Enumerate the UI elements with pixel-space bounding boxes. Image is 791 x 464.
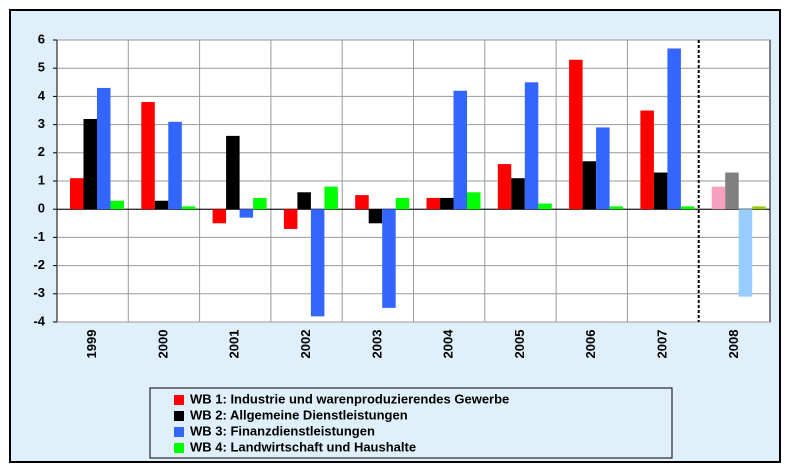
- bar: [283, 209, 298, 229]
- bar: [440, 197, 454, 210]
- legend-swatch: [174, 427, 184, 437]
- bar: [524, 82, 539, 210]
- bar: [640, 110, 654, 210]
- legend-swatch: [174, 411, 184, 421]
- x-tick-label: 2002: [298, 330, 313, 359]
- bar: [324, 186, 338, 210]
- bar: [70, 178, 84, 210]
- legend-label: WB 1: Industrie und warenproduzierendes …: [190, 391, 509, 406]
- bar: [467, 192, 481, 210]
- bar: [382, 209, 396, 308]
- x-tick-label: 2006: [583, 330, 598, 359]
- y-tick-label: 0: [38, 201, 45, 216]
- y-tick-label: 2: [38, 144, 45, 159]
- bar: [141, 102, 155, 210]
- bar: [239, 209, 254, 218]
- bar: [110, 200, 124, 210]
- bar: [653, 172, 668, 210]
- legend-swatch: [174, 395, 184, 405]
- bar: [212, 209, 227, 224]
- bar: [181, 206, 196, 210]
- y-tick-label: 4: [38, 88, 46, 103]
- bar: [253, 197, 267, 210]
- bar: [426, 197, 440, 210]
- bar: [297, 192, 311, 210]
- bar: [596, 127, 610, 210]
- x-tick-label: 2005: [512, 330, 527, 359]
- bar: [168, 121, 182, 210]
- legend-label: WB 4: Landwirtschaft und Haushalte: [190, 439, 416, 454]
- y-tick-label: 1: [38, 172, 45, 187]
- bar: [738, 209, 753, 297]
- bar: [497, 164, 512, 210]
- bar: [609, 206, 624, 210]
- y-tick-label: 5: [38, 60, 45, 75]
- bar: [453, 90, 467, 210]
- legend: [149, 387, 673, 459]
- bar: [355, 195, 369, 210]
- x-tick-label: 2001: [227, 330, 242, 359]
- bar: [582, 161, 597, 210]
- y-tick-label: -4: [33, 313, 45, 328]
- x-tick-label: 2003: [369, 330, 384, 359]
- bar: [725, 172, 739, 210]
- y-tick-label: 6: [38, 31, 45, 46]
- bar: [569, 59, 583, 210]
- bar: [97, 87, 111, 210]
- bar: [368, 209, 383, 224]
- x-tick-label: 1999: [84, 330, 99, 359]
- bar: [667, 48, 681, 210]
- bar: [711, 186, 726, 210]
- legend-label: WB 3: Finanzdienstleistungen: [190, 423, 375, 438]
- bar: [310, 209, 325, 317]
- y-tick-label: -2: [33, 257, 45, 272]
- bar: [538, 203, 552, 210]
- bar: [83, 118, 97, 210]
- bar: [226, 135, 240, 210]
- x-tick-label: 2008: [726, 330, 741, 359]
- bar: [680, 206, 695, 210]
- bar: [395, 197, 410, 210]
- x-tick-label: 2000: [155, 330, 170, 359]
- legend-label: WB 2: Allgemeine Dienstleistungen: [190, 407, 408, 422]
- y-tick-label: 3: [38, 116, 45, 131]
- y-tick-label: -3: [33, 285, 45, 300]
- x-tick-label: 2007: [654, 330, 669, 359]
- x-tick-label: 2004: [441, 329, 456, 359]
- y-tick-label: -1: [33, 229, 45, 244]
- bar: [752, 206, 766, 210]
- bar: [511, 178, 525, 210]
- legend-swatch: [174, 443, 184, 453]
- bar: [154, 200, 169, 210]
